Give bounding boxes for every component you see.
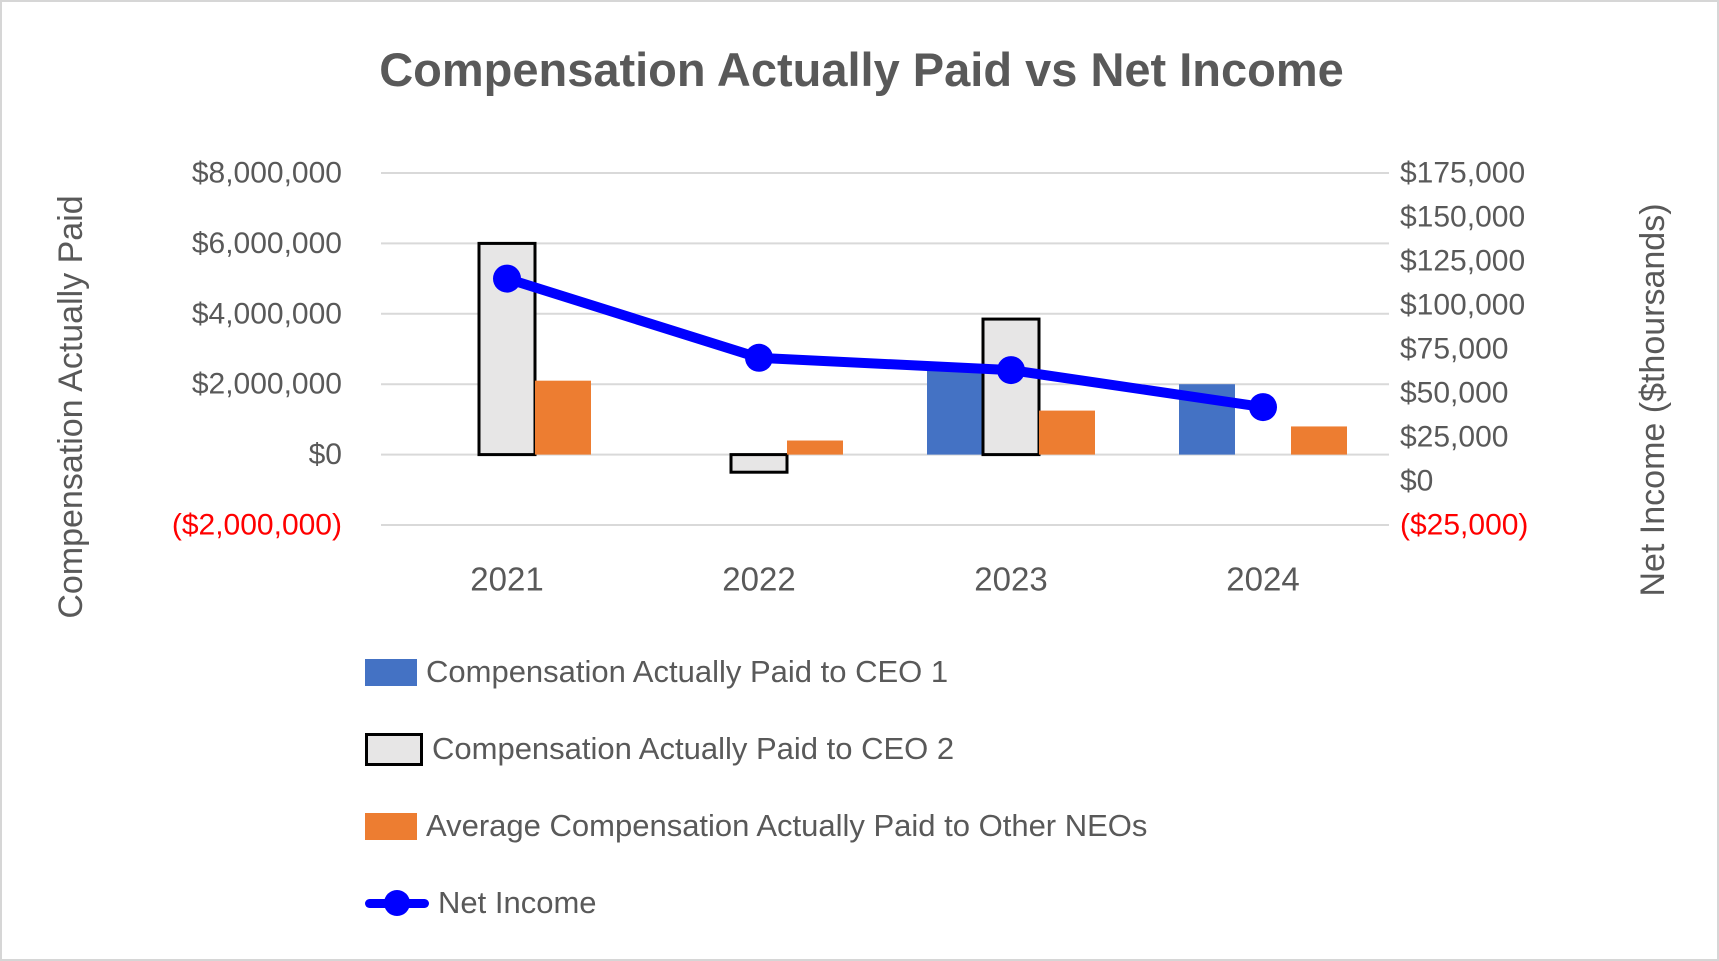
- net-income-point-2024: [1249, 393, 1277, 422]
- bar-series2-2023: [981, 317, 1041, 457]
- x-axis-label: 2024: [1226, 561, 1299, 598]
- bar-series3-2022: [787, 440, 843, 455]
- left-axis-tick: $8,000,000: [192, 157, 342, 190]
- legend-swatch-icon: [365, 658, 417, 686]
- left-axis-tick: $2,000,000: [192, 368, 342, 401]
- left-axis-tick: ($2,000,000): [172, 509, 342, 542]
- net-income-line: [502, 273, 1268, 413]
- left-axis-title: Compensation Actually Paid: [52, 195, 90, 618]
- right-axis-tick: ($25,000): [1400, 509, 1528, 542]
- right-axis-tick: $25,000: [1400, 421, 1508, 454]
- legend-swatch-icon: [365, 812, 417, 840]
- right-axis-title: Net Income ($thoursands): [1634, 203, 1672, 596]
- x-axis-label: 2023: [974, 561, 1047, 598]
- left-axis-tick: $6,000,000: [192, 227, 342, 260]
- right-axis-tick: $100,000: [1400, 289, 1525, 322]
- legend-label: Average Compensation Actually Paid to Ot…: [426, 808, 1148, 843]
- right-axis-tick: $50,000: [1400, 377, 1508, 410]
- legend-line-marker-icon: [365, 888, 429, 918]
- legend-label: Compensation Actually Paid to CEO 1: [426, 654, 949, 689]
- legend-label: Net Income: [438, 885, 597, 920]
- left-axis-tick: $4,000,000: [192, 297, 342, 330]
- x-axis-label: 2022: [722, 561, 795, 598]
- legend-label: Compensation Actually Paid to CEO 2: [432, 731, 955, 766]
- chart-title: Compensation Actually Paid vs Net Income: [379, 43, 1344, 96]
- net-income-point-2021: [493, 264, 521, 293]
- net-income-point-2022: [745, 343, 773, 372]
- right-axis-tick: $75,000: [1400, 333, 1508, 366]
- bar-series3-2021: [535, 380, 591, 455]
- legend-swatch-icon: [365, 732, 423, 766]
- bar-series3-2024: [1291, 426, 1347, 455]
- x-axis-label: 2021: [470, 561, 543, 598]
- legend-item-3: Average Compensation Actually Paid to Ot…: [365, 808, 1147, 844]
- net-income-point-2023: [997, 356, 1025, 385]
- legend-item-4: Net Income: [365, 885, 597, 921]
- bar-series2-2022: [729, 453, 789, 474]
- right-axis-tick: $125,000: [1400, 245, 1525, 278]
- right-axis-tick: $175,000: [1400, 157, 1525, 190]
- left-axis-tick: $0: [309, 438, 342, 471]
- right-axis-tick: $0: [1400, 465, 1433, 498]
- bar-series3-2023: [1039, 410, 1095, 455]
- legend-item-1: Compensation Actually Paid to CEO 1: [365, 654, 948, 690]
- legend-item-2: Compensation Actually Paid to CEO 2: [365, 731, 954, 767]
- right-axis-tick: $150,000: [1400, 201, 1525, 234]
- bar-series1-2023: [927, 370, 983, 455]
